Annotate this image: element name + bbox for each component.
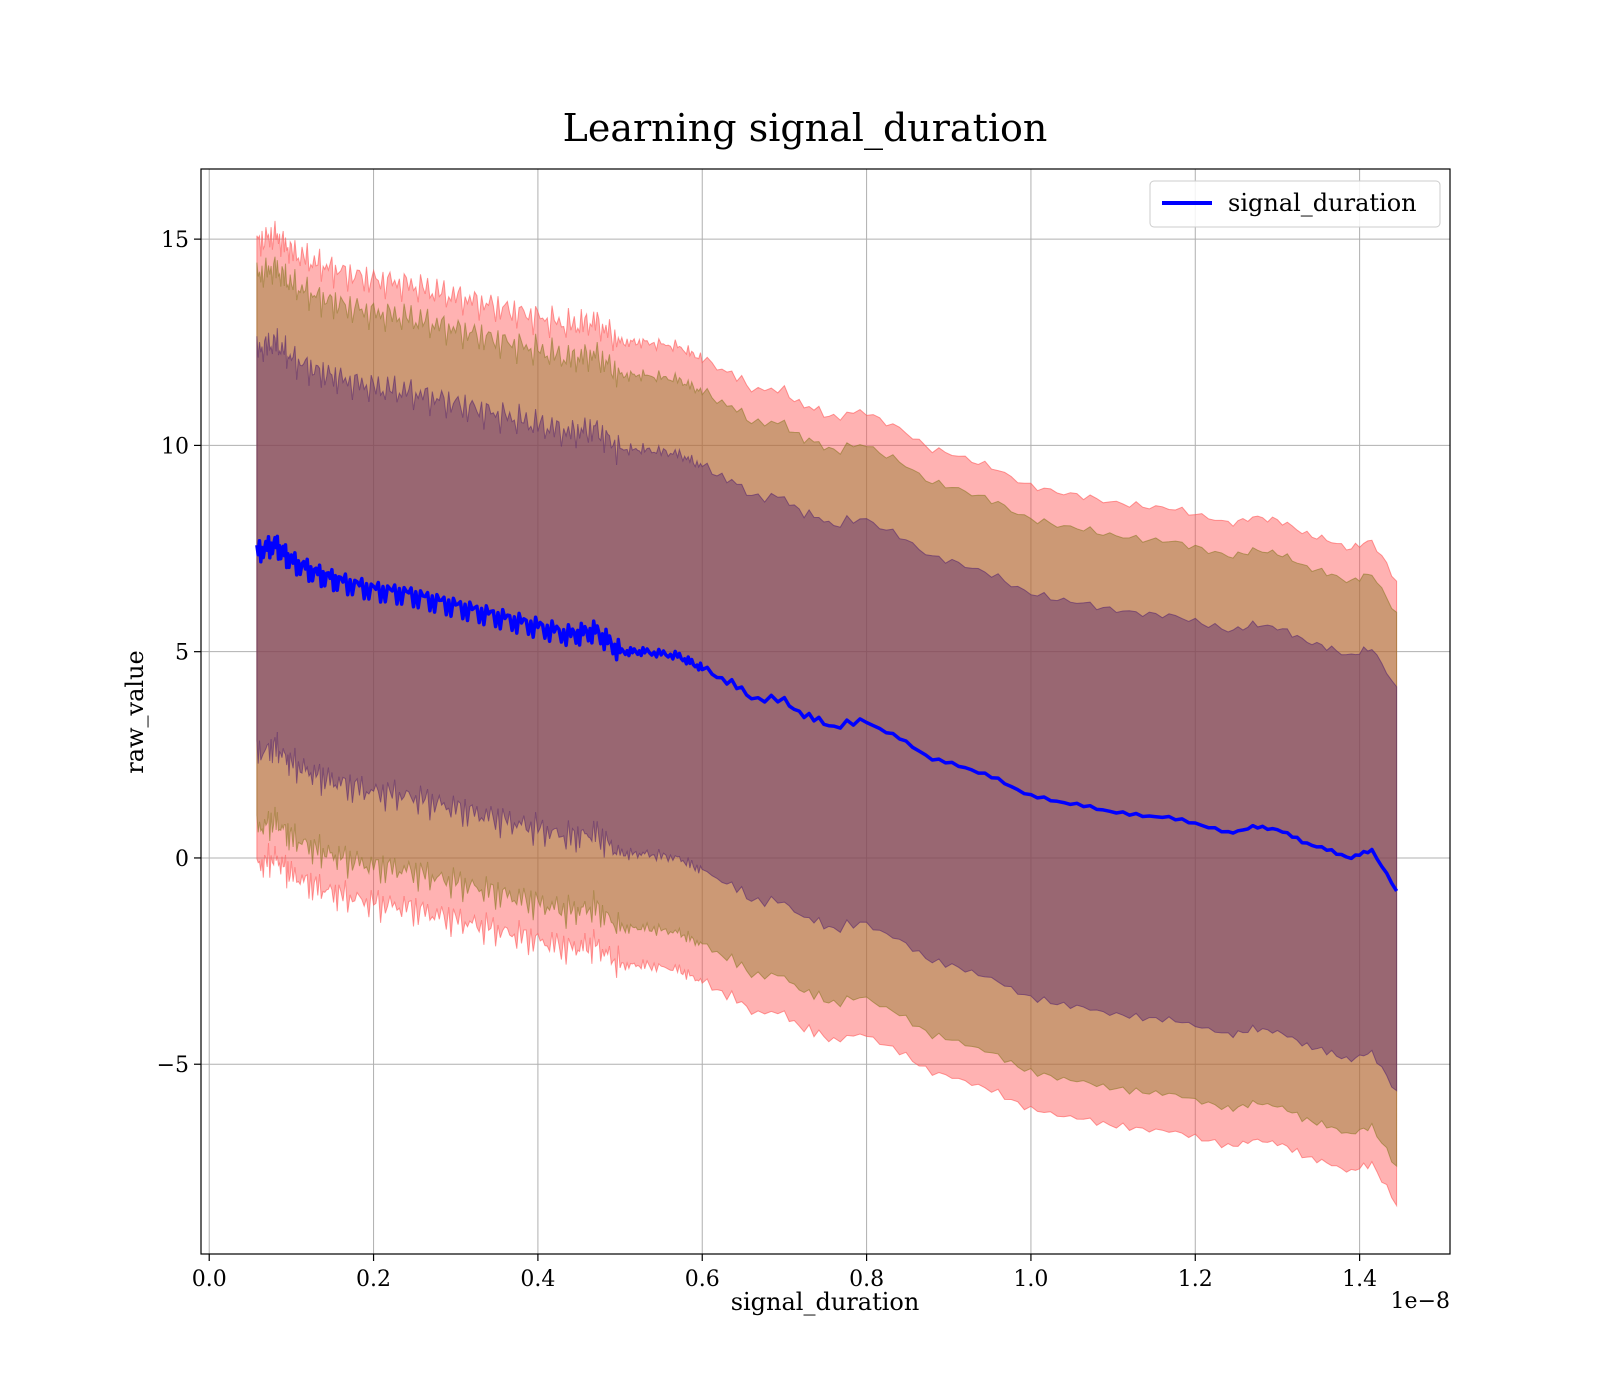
- series-line-signal_duration: [255, 534, 1399, 892]
- chart-title: Learning signal_duration: [563, 106, 1048, 151]
- x-tick-label: 1.4: [1342, 1267, 1377, 1292]
- y-tick-label: 5: [175, 641, 189, 666]
- x-tick-label: 1.0: [1013, 1267, 1048, 1292]
- x-axis-label: signal_duration: [731, 1288, 920, 1316]
- band-inner: [256, 328, 1398, 1092]
- x-axis-offset-label: 1e−8: [1391, 1289, 1450, 1314]
- y-tick-label: 10: [161, 434, 189, 459]
- y-axis-ticks: −5 0 5 10 15: [157, 228, 201, 1078]
- x-tick-label: 0.0: [192, 1267, 227, 1292]
- legend: signal_duration: [1149, 180, 1441, 228]
- x-tick-label: 0.4: [520, 1267, 555, 1292]
- band-outer: [256, 220, 1398, 1208]
- band-middle: [256, 256, 1398, 1168]
- y-tick-label: −5: [157, 1053, 189, 1078]
- y-tick-label: 0: [175, 847, 189, 872]
- series-lines: [255, 534, 1399, 892]
- x-tick-label: 0.8: [849, 1267, 884, 1292]
- y-axis-label: raw_value: [121, 650, 149, 774]
- x-tick-label: 0.6: [685, 1267, 720, 1292]
- x-tick-label: 0.2: [356, 1267, 391, 1292]
- x-tick-label: 1.2: [1178, 1267, 1213, 1292]
- y-tick-label: 15: [161, 228, 189, 253]
- x-axis-ticks: 0.0 0.2 0.4 0.6 0.8 1.0 1.2 1.4: [192, 1254, 1377, 1292]
- confidence-bands: [256, 220, 1398, 1208]
- legend-label: signal_duration: [1228, 189, 1417, 217]
- plot-frame: [200, 168, 1451, 1255]
- legend-box: [1149, 180, 1441, 228]
